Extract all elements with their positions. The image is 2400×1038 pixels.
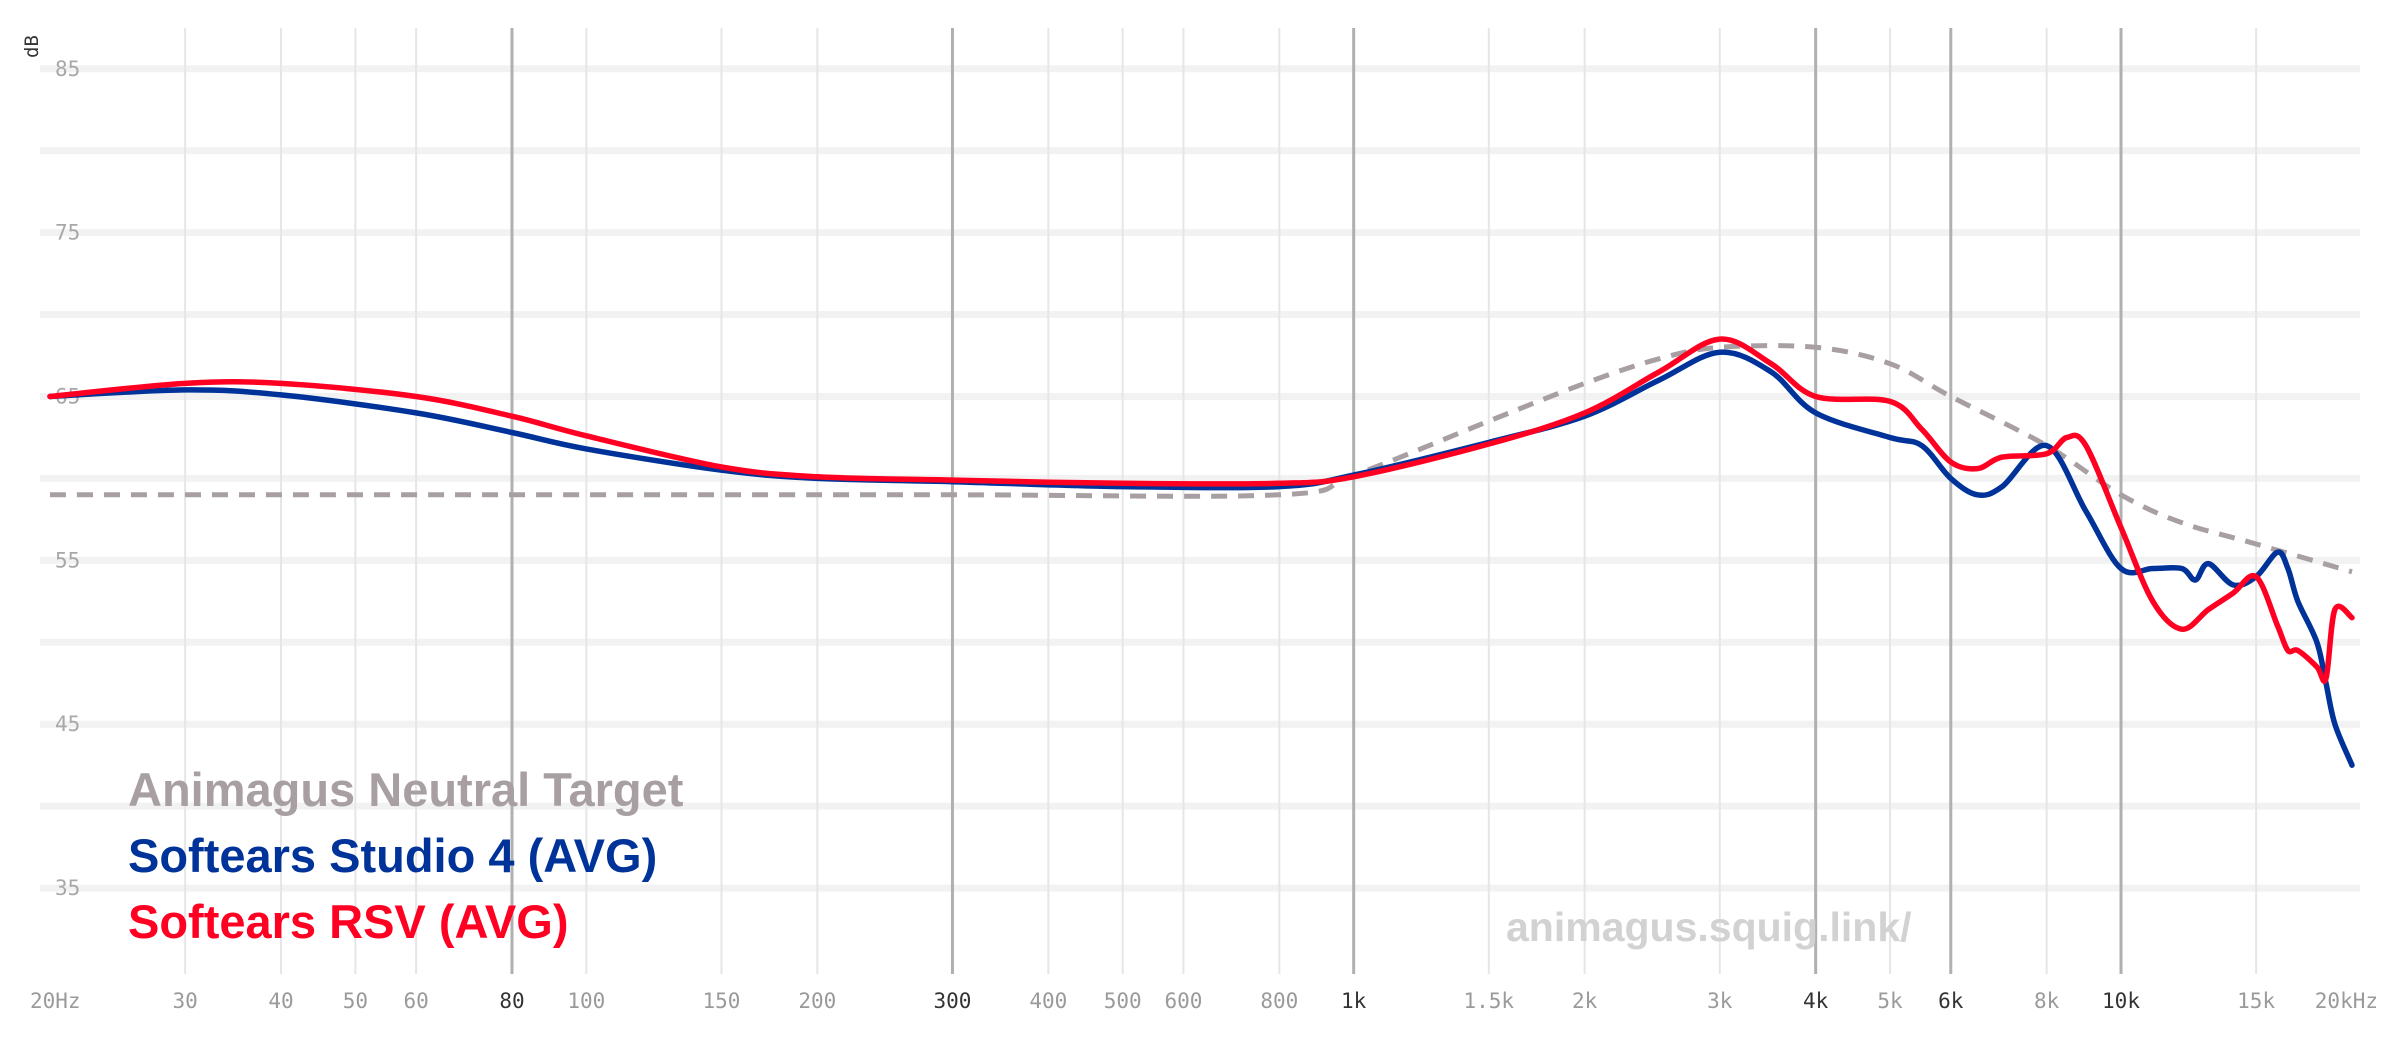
x-tick-label: 8k xyxy=(2034,989,2060,1013)
rsv-curve-line xyxy=(47,336,2355,684)
x-tick-label: 5k xyxy=(1877,989,1903,1013)
x-tick-label: 600 xyxy=(1164,989,1202,1013)
x-tick-label: 3k xyxy=(1707,989,1733,1013)
x-tick-label: 15k xyxy=(2237,989,2275,1013)
y-axis-unit-label: dB xyxy=(21,35,43,58)
watermark-text: animagus.squig.link/ xyxy=(1506,904,1912,950)
x-tick-label: 200 xyxy=(798,989,836,1013)
x-tick-label: 2k xyxy=(1572,989,1598,1013)
x-tick-label: 150 xyxy=(702,989,740,1013)
x-tick-label: 1k xyxy=(1341,989,1367,1013)
x-tick-label: 80 xyxy=(499,989,524,1013)
y-tick-label: 85 xyxy=(55,57,80,81)
x-tick-label: 10k xyxy=(2102,989,2140,1013)
x-tick-label: 300 xyxy=(933,989,971,1013)
y-tick-label: 75 xyxy=(55,221,80,245)
x-tick-label: 400 xyxy=(1029,989,1067,1013)
x-tick-label: 100 xyxy=(567,989,605,1013)
legend-item-studio4: Softears Studio 4 (AVG) xyxy=(128,829,657,882)
legend-item-target: Animagus Neutral Target xyxy=(128,763,684,816)
x-tick-label: 4k xyxy=(1803,989,1829,1013)
x-tick-label: 6k xyxy=(1938,989,1964,1013)
x-tick-label: 20Hz xyxy=(30,989,81,1013)
y-tick-label: 55 xyxy=(55,548,80,572)
legend: Animagus Neutral Target Softears Studio 4… xyxy=(128,763,684,948)
x-tick-label: 40 xyxy=(268,989,293,1013)
x-tick-label: 60 xyxy=(403,989,428,1013)
y-tick-label: 35 xyxy=(55,876,80,900)
x-tick-label: 500 xyxy=(1104,989,1142,1013)
x-tick-label: 1.5k xyxy=(1464,989,1515,1013)
series-layer xyxy=(47,336,2355,768)
legend-item-rsv: Softears RSV (AVG) xyxy=(128,895,569,948)
x-tick-label: 50 xyxy=(343,989,368,1013)
grid-layer xyxy=(40,28,2360,974)
x-tick-label: 30 xyxy=(172,989,197,1013)
tick-labels: 20Hz 30 40 50 60 80 100 150 200 300 400 500 600 800 1k… xyxy=(30,57,2378,1013)
y-tick-label: 45 xyxy=(55,712,80,736)
x-tick-label: 20kHz xyxy=(2315,989,2378,1013)
x-tick-label: 800 xyxy=(1260,989,1298,1013)
